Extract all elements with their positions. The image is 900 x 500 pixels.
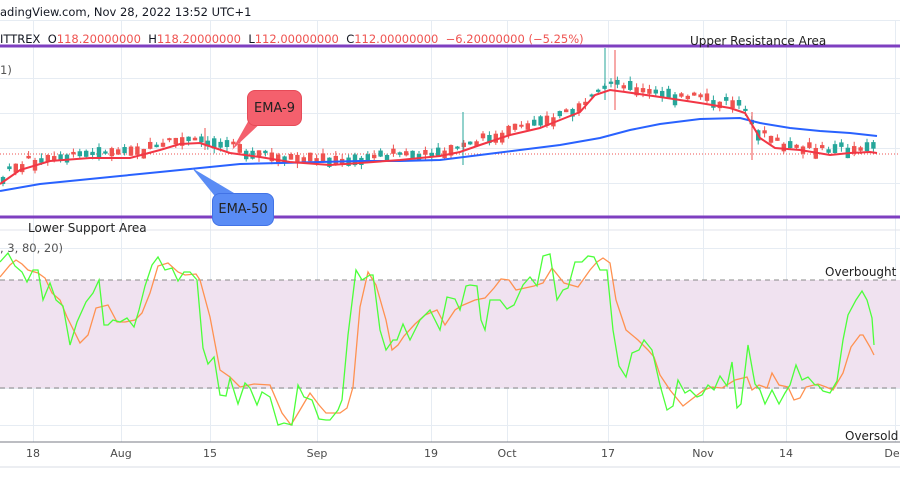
x-tick-label: 17 — [601, 447, 615, 460]
x-tick-label: Oct — [497, 447, 517, 460]
change-value: −6.20000000 (−5.25%) — [445, 32, 584, 46]
ema9-callout-pointer — [232, 118, 266, 150]
x-tick-label: Nov — [692, 447, 714, 460]
x-tick-label: 14 — [779, 447, 793, 460]
exchange-label: ITTREX — [0, 32, 41, 46]
close-value: 112.00000000 — [354, 32, 439, 46]
ohlc-legend: ITTREX O118.20000000 H118.20000000 L112.… — [0, 32, 584, 46]
ema9-callout[interactable]: EMA-9 — [247, 90, 302, 126]
ema50-callout-pointer — [192, 168, 234, 200]
x-tick-label: Aug — [110, 447, 132, 460]
lower-support-label: Lower Support Area — [28, 221, 147, 235]
x-tick-label: Dec — [884, 447, 900, 460]
open-label: O — [47, 32, 57, 46]
high-label: H — [148, 32, 157, 46]
price-indicator-legend[interactable]: 1) — [0, 63, 12, 77]
candlesticks — [0, 48, 876, 187]
ema9-line — [0, 88, 878, 185]
stoch-d-line — [0, 257, 875, 427]
open-value: 118.20000000 — [56, 32, 141, 46]
x-tick-label: 18 — [26, 447, 40, 460]
stoch-k-line — [0, 251, 875, 426]
x-tick-label: Sep — [306, 447, 328, 460]
low-value: 112.00000000 — [254, 32, 339, 46]
high-value: 118.20000000 — [156, 32, 241, 46]
ema50-line — [0, 116, 878, 192]
low-label: L — [248, 32, 255, 46]
stoch-indicator-legend[interactable]: , 3, 80, 20) — [0, 241, 64, 255]
close-label: C — [346, 32, 355, 46]
ema50-callout[interactable]: EMA-50 — [212, 193, 274, 226]
chart-source-line: adingView.com, Nov 28, 2022 13:52 UTC+1 — [0, 5, 252, 19]
stoch-band-fill — [0, 280, 900, 388]
x-tick-label: 15 — [203, 447, 217, 460]
upper-resistance-label: Upper Resistance Area — [690, 34, 827, 48]
x-tick-label: 19 — [424, 447, 438, 460]
overbought-label: Overbought R — [825, 265, 900, 279]
oversold-label: Oversold I — [845, 429, 900, 443]
